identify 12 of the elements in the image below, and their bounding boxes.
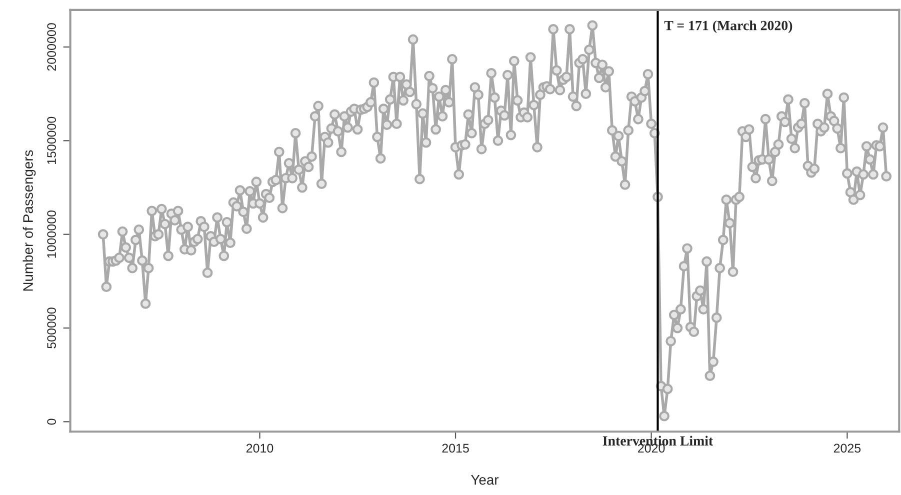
x-tick-label: 2010 <box>246 444 274 453</box>
ref-line-label: T = 171 (March 2020) <box>664 20 792 34</box>
y-tick-label: 0 <box>47 418 56 425</box>
y-tick-label: 1500000 <box>47 116 56 164</box>
y-tick-label: 2000000 <box>47 23 56 71</box>
x-tick-label: 2015 <box>442 444 469 453</box>
x-tick-label: 2025 <box>834 444 861 453</box>
y-axis-title: Number of Passengers <box>22 150 36 291</box>
y-tick-label: 1000000 <box>47 210 56 258</box>
text: Intervention Limit <box>602 436 714 446</box>
x-axis-title: Year <box>471 475 499 485</box>
y-tick-label: 500000 <box>47 308 56 348</box>
